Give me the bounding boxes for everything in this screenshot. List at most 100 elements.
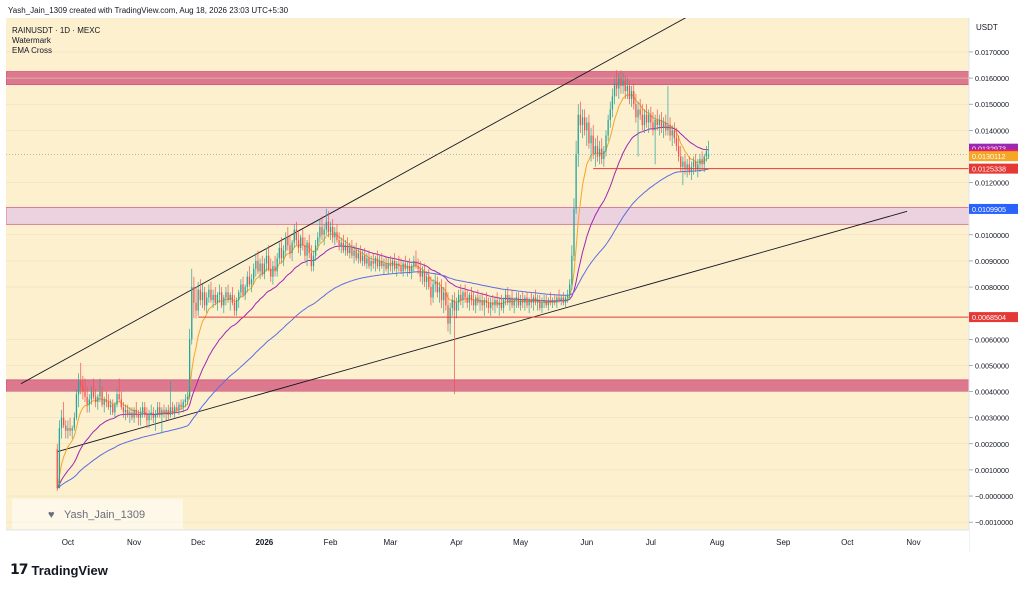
candle-body: [483, 300, 485, 306]
candle-body: [191, 287, 193, 340]
candle-body: [71, 428, 73, 431]
candle-body: [413, 260, 415, 267]
candle-body: [336, 232, 338, 241]
candle-body: [261, 263, 263, 274]
candle-body: [203, 292, 206, 306]
candle-body: [556, 297, 558, 303]
candle-body: [218, 292, 221, 295]
candle-body: [321, 226, 323, 235]
candlestick-chart[interactable]: RAINUSDT · 1D · MEXC Watermark EMA Cross…: [5, 7, 1018, 552]
candle-body: [613, 83, 616, 97]
candle-body: [276, 258, 278, 272]
candle-body: [223, 297, 225, 306]
candle-body: [159, 407, 161, 416]
candle-body: [176, 407, 178, 410]
time-tick-label: Nov: [906, 538, 920, 547]
candle-body: [588, 122, 590, 144]
candle-body: [464, 292, 466, 298]
candle-body: [227, 292, 229, 301]
candle-body: [707, 153, 710, 157]
candle-body: [530, 300, 532, 303]
candle-body: [650, 114, 652, 123]
candle-body: [697, 164, 699, 170]
candle-body: [197, 289, 199, 311]
tradingview-brand: TradingView: [31, 562, 108, 578]
candle-body: [695, 161, 697, 170]
candle-body: [285, 237, 287, 251]
price-tick-label: 0.0090000: [975, 257, 1009, 266]
candle-body: [462, 292, 464, 301]
candle-body: [338, 240, 340, 246]
candle-body: [421, 271, 424, 277]
zone-2: [5, 379, 970, 392]
price-label-box: [969, 163, 1018, 174]
candle-body: [148, 415, 150, 421]
candle-body: [645, 114, 648, 123]
price-axis[interactable]: [969, 18, 1018, 552]
candle-body: [586, 122, 588, 131]
candle-body: [300, 237, 302, 248]
candle-body: [432, 284, 434, 298]
candle-body: [263, 263, 266, 274]
candle-body: [443, 292, 445, 301]
candle-body: [590, 135, 592, 144]
zone-1: [5, 206, 970, 225]
tradingview-mark-icon: 17: [10, 562, 29, 578]
candle-body: [626, 85, 629, 92]
candle-body: [69, 428, 71, 431]
candle-body: [120, 399, 122, 408]
candle-body: [665, 122, 667, 131]
candle-body: [210, 289, 212, 301]
candle-body: [229, 294, 231, 301]
candle-body: [244, 287, 246, 295]
chart-frame[interactable]: RAINUSDT · 1D · MEXC Watermark EMA Cross…: [5, 7, 1018, 552]
candle-body: [402, 263, 404, 272]
candle-body: [103, 399, 105, 405]
candle-body: [376, 258, 379, 267]
heart-icon: ♥: [48, 509, 55, 521]
tradingview-logo[interactable]: 17 TradingView: [10, 562, 108, 578]
candle-body: [472, 300, 475, 306]
candle-body: [583, 117, 586, 131]
candle-body: [393, 260, 396, 269]
candle-body: [95, 396, 97, 402]
candle-body: [366, 258, 368, 264]
candle-body: [381, 260, 383, 267]
candle-body: [673, 130, 675, 139]
candle-body: [637, 109, 639, 118]
time-tick-label: Dec: [191, 538, 205, 547]
candle-body: [633, 91, 635, 105]
candle-body: [182, 402, 184, 408]
time-axis[interactable]: [6, 530, 969, 552]
candle-body: [500, 302, 503, 308]
candle-body: [374, 258, 377, 264]
candle-body: [67, 428, 69, 431]
candle-body: [206, 297, 208, 306]
candle-body: [308, 242, 310, 254]
price-tick-label: 0.0040000: [975, 388, 1009, 397]
plot-background: [6, 18, 969, 530]
candle-body: [496, 300, 498, 306]
candle-body: [428, 276, 430, 288]
candle-body: [598, 148, 601, 157]
candle-body: [635, 104, 637, 118]
candle-body: [278, 247, 280, 259]
candle-body: [82, 386, 84, 392]
candle-body: [411, 266, 413, 272]
candle-body: [167, 409, 169, 416]
price-tick-label: −0.0010000: [975, 518, 1013, 527]
candle-body: [539, 300, 541, 308]
candle-body: [532, 297, 535, 303]
candle-body: [611, 96, 614, 110]
candle-body: [225, 292, 227, 298]
candle-body: [460, 294, 462, 301]
candle-body: [425, 276, 428, 282]
legend-ema-cross: EMA Cross: [12, 46, 52, 55]
ema-mid-line: [56, 126, 709, 489]
horizontal-levels[interactable]: [6, 154, 969, 318]
candle-body: [344, 245, 347, 251]
candle-body: [267, 255, 270, 269]
candle-body: [174, 407, 176, 413]
price-tick-label: 0.0060000: [975, 335, 1009, 344]
candle-body: [208, 289, 210, 298]
